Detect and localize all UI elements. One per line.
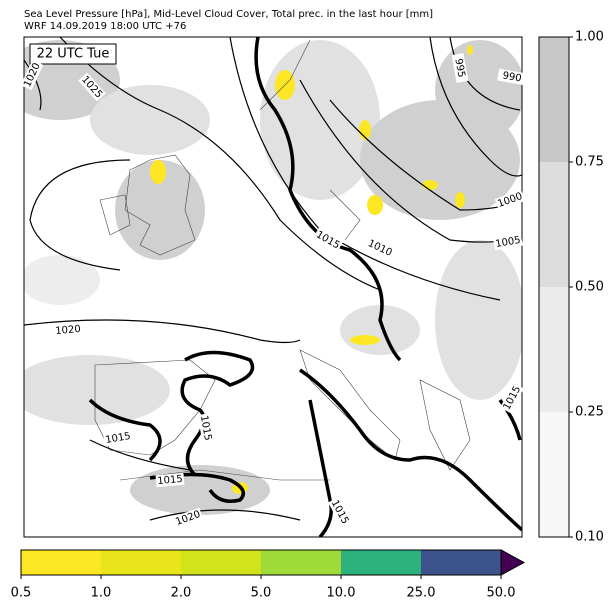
isobar-label-bg [103,429,133,447]
cloud-bin [539,287,569,412]
precip-tick-label: 2.0 [171,586,192,601]
precip-tick-label: 25.0 [407,586,436,601]
precip-bin [261,550,341,575]
cloud-bin [539,412,569,537]
time-box [29,43,117,65]
precip-tick-label: 1.0 [91,586,112,601]
map [24,37,522,537]
precip-bin [421,550,501,575]
isobar-label: 1005 [495,235,522,250]
cloud-bin [539,162,569,287]
isobar-label-bg [155,472,185,488]
isobar-label-bg [78,72,106,102]
map-frame [23,36,523,538]
cloud-tick-label: 0.75 [575,155,604,170]
isobar-label-bg [497,68,527,86]
isobar-label-bg [451,53,469,83]
isobar-label: 1015 [198,415,213,442]
precip-bin [101,550,181,575]
isobar-1015 [88,37,522,537]
isobar-label-bg [53,322,83,338]
isobar-label-bg [364,236,396,260]
precip-bin [21,550,101,575]
isobar-label-bg [20,59,44,91]
isobar-label-bg [493,233,523,251]
isobar-label-bg [328,496,352,528]
coastlines [94,39,471,481]
precip-tick-label: 50.0 [487,586,516,601]
cloud-tick-label: 0.10 [575,530,604,545]
isobar-label-bg [500,382,524,414]
precip-extend [500,549,526,576]
cloud-tick-label: 0.25 [575,405,604,420]
precip-tick-label: 5.0 [251,586,272,601]
precip-tick-label: 10.0 [327,586,356,601]
cloud-cover [24,40,522,515]
cloud-tick-label: 0.50 [575,280,604,295]
precip-bin [341,550,421,575]
subtitle: WRF 14.09.2019 18:00 UTC +76 [24,21,186,32]
title: Sea Level Pressure [hPa], Mid-Level Clou… [24,9,433,20]
time-label: 22 UTC Tue [37,47,110,62]
precip-bin [181,550,261,575]
cloud-bin [539,37,569,162]
isobar-label: 995 [452,58,466,79]
isobar-label: 990 [502,70,523,84]
isobar-label: 1015 [157,474,183,487]
isobar-label-bg [197,413,215,443]
cloud-tick-label: 1.00 [575,30,604,45]
isobar-label-bg [172,507,204,529]
isobar-label-bg [312,227,344,253]
precip-tick-label: 0.5 [11,586,32,601]
isobar-label: 1015 [105,431,132,446]
isobar-label: 1020 [55,324,81,337]
isobar-label-bg [494,189,526,211]
isobars [24,37,522,521]
